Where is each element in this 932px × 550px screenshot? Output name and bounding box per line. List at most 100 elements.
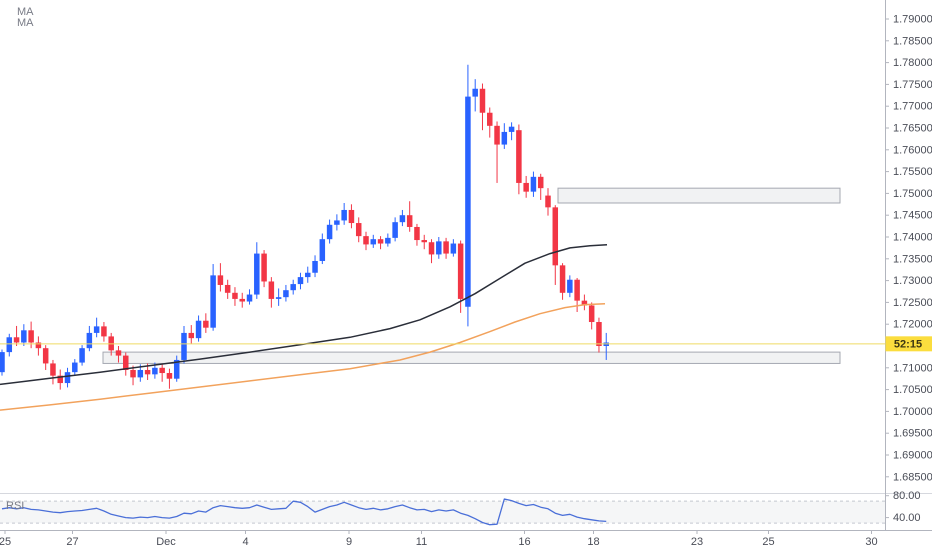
candle-up <box>0 352 5 373</box>
candle-up <box>567 279 573 293</box>
price-axis-label: 1.72000 <box>893 319 932 331</box>
candle-down <box>224 284 231 293</box>
candle-down <box>355 223 362 237</box>
candle-down <box>261 253 267 282</box>
candle-up <box>6 337 13 353</box>
candle-down <box>232 292 238 299</box>
demand-box[interactable] <box>102 351 841 364</box>
price-axis-label: 1.68500 <box>893 471 932 483</box>
candle-up <box>370 239 377 245</box>
price-axis-label: 1.78500 <box>893 35 932 47</box>
price-axis-label: 1.73500 <box>893 253 932 265</box>
price-axis-label: 1.74000 <box>893 232 932 244</box>
price-axis-label: 1.74500 <box>893 210 932 222</box>
candle-down <box>115 350 122 356</box>
candle-up <box>450 243 457 254</box>
candle-down <box>457 243 464 299</box>
candle-up <box>530 176 537 192</box>
price-axis-label: 1.72500 <box>893 297 932 309</box>
price-axis-label: 1.76500 <box>893 123 932 135</box>
price-axis-label: 1.75000 <box>893 188 932 200</box>
candle-down <box>588 305 595 323</box>
ma-line-orange[interactable] <box>0 302 606 411</box>
price-axis-label: 1.73000 <box>893 275 932 287</box>
candle-up <box>210 275 216 328</box>
candle-down <box>144 369 151 375</box>
time-axis-label: 30 <box>865 536 877 548</box>
candle-up <box>86 332 93 349</box>
countdown-label-bg[interactable] <box>885 336 932 352</box>
candle-up <box>195 320 202 339</box>
price-axis-label: 1.79000 <box>893 14 932 26</box>
candle-up <box>341 209 347 221</box>
ma-indicator-label-2[interactable]: MA <box>17 17 34 29</box>
rsi-band <box>0 501 885 524</box>
candle-up <box>399 215 406 223</box>
candle-up <box>334 220 340 225</box>
candle-down <box>487 112 493 126</box>
candle-up <box>283 290 289 298</box>
rsi-axis-label: 80.00 <box>893 490 921 502</box>
candle-down <box>443 241 449 254</box>
candle-down <box>552 207 559 266</box>
bar-countdown-label[interactable]: 52:15 <box>894 339 922 351</box>
candle-up <box>137 369 144 378</box>
candle-down <box>188 332 195 339</box>
candle-down <box>159 367 165 374</box>
candle-down <box>428 242 435 255</box>
candle-down <box>406 215 413 227</box>
price-axis-label: 1.76000 <box>893 144 932 156</box>
price-axis-label: 1.77500 <box>893 79 932 91</box>
candle-down <box>123 355 129 370</box>
candle-down <box>479 88 486 113</box>
candle-down <box>596 322 602 346</box>
candle-down <box>42 348 49 364</box>
candle-up <box>436 241 442 255</box>
candle-up <box>246 294 253 302</box>
time-axis-label: 25 <box>762 536 774 548</box>
candle-up <box>173 359 180 379</box>
candle-up <box>385 237 391 244</box>
time-axis-label: 18 <box>587 536 599 548</box>
candle-down <box>414 226 420 241</box>
ma-indicator-label-1[interactable]: MA <box>17 6 34 18</box>
candle-up <box>508 126 515 132</box>
ma-line-black[interactable] <box>0 244 608 386</box>
candle-down <box>545 195 551 208</box>
candle-down <box>217 275 224 285</box>
candle-up <box>290 284 296 291</box>
candle-down <box>537 176 544 189</box>
candle-down <box>581 300 588 306</box>
candle-down <box>130 369 136 378</box>
candle-up <box>152 367 158 375</box>
candle-down <box>523 182 529 192</box>
candle-up <box>181 332 187 360</box>
time-axis-label: Dec <box>156 536 176 548</box>
candle-down <box>57 375 63 384</box>
candle-down <box>268 281 275 299</box>
candle-down <box>559 265 566 293</box>
price-axis-label: 1.77000 <box>893 101 932 113</box>
time-axis-label: 27 <box>66 536 78 548</box>
candle-down <box>516 130 522 183</box>
candle-down <box>377 239 384 244</box>
candle-up <box>326 224 333 240</box>
time-axis-label: 4 <box>242 536 248 548</box>
candle-up <box>297 277 304 285</box>
price-axis-label: 1.70000 <box>893 406 932 418</box>
rsi-line[interactable] <box>1 498 607 526</box>
price-axis-label: 1.70500 <box>893 384 932 396</box>
candle-up <box>392 222 398 238</box>
candle-up <box>319 239 326 261</box>
candle-up <box>465 96 471 307</box>
time-axis-label: 23 <box>691 536 703 548</box>
candle-up <box>79 348 85 363</box>
candle-down <box>101 326 107 337</box>
candle-up <box>305 272 311 278</box>
candle-up <box>312 260 318 273</box>
rsi-indicator-label[interactable]: RSI <box>6 500 25 512</box>
supply-box[interactable] <box>557 187 841 204</box>
price-axis-label: 1.71000 <box>893 362 932 374</box>
